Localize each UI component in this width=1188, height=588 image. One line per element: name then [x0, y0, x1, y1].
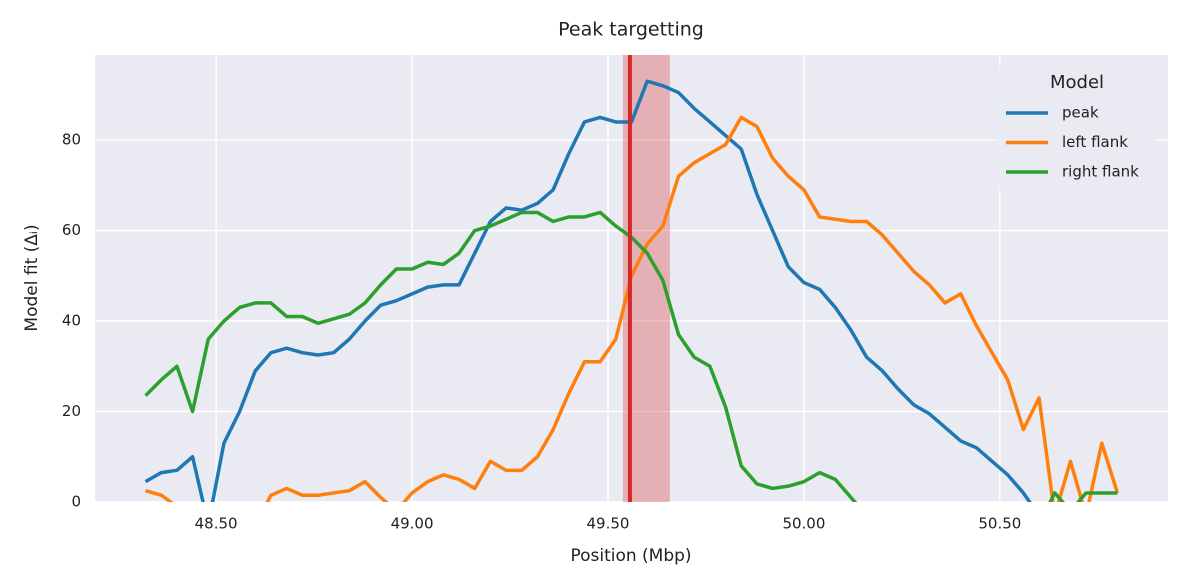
legend-title: Model	[1050, 72, 1104, 93]
x-tick-label: 48.50	[195, 515, 238, 533]
legend-label: peak	[1062, 104, 1099, 122]
legend-box	[996, 65, 1158, 190]
y-tick-label: 80	[62, 131, 81, 149]
x-tick-label: 50.00	[782, 515, 825, 533]
x-axis-label: Position (Mbp)	[570, 546, 691, 566]
y-tick-label: 0	[71, 493, 81, 511]
plot-content	[144, 55, 1120, 502]
x-tick-label: 49.00	[391, 515, 434, 533]
y-tick-label: 20	[62, 402, 81, 420]
x-tick-label: 49.50	[587, 515, 630, 533]
y-axis-label: Model fit (Δᵢ)	[22, 224, 42, 331]
chart-title: Peak targetting	[558, 19, 704, 41]
legend-label: left flank	[1062, 133, 1128, 151]
y-tick-label: 60	[62, 221, 81, 239]
x-tick-label: 50.50	[978, 515, 1021, 533]
legend-label: right flank	[1062, 163, 1139, 181]
y-tick-label: 40	[62, 312, 81, 330]
